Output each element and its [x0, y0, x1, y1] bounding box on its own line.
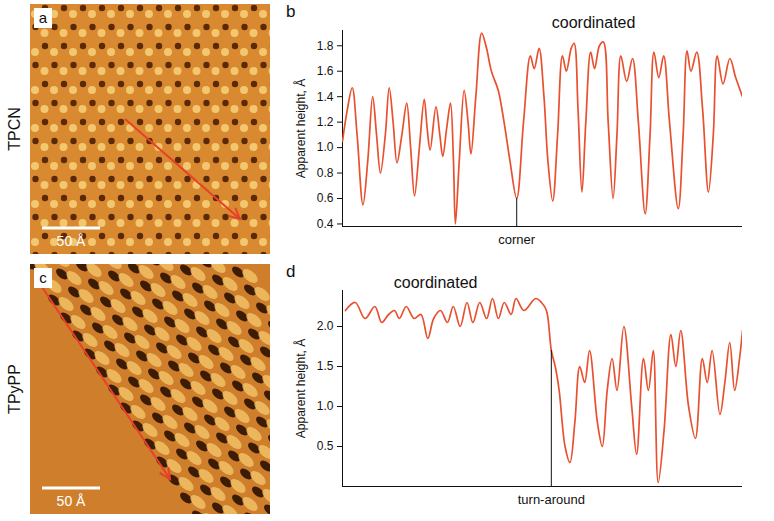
svg-text:0.5: 0.5 — [317, 439, 334, 453]
svg-text:1.0: 1.0 — [317, 399, 334, 413]
svg-text:Apparent height, Å: Apparent height, Å — [293, 79, 308, 178]
svg-text:a: a — [39, 9, 48, 26]
svg-text:2.0: 2.0 — [317, 319, 334, 333]
svg-text:0.6: 0.6 — [317, 191, 334, 205]
svg-text:1.2: 1.2 — [317, 115, 334, 129]
html-text:d: d — [286, 262, 296, 281]
svg-text:1.4: 1.4 — [317, 90, 334, 104]
svg-text:1.5: 1.5 — [317, 359, 334, 373]
svg-text:Apparent height, Å: Apparent height, Å — [293, 339, 308, 438]
svg-text:coordinated: coordinated — [552, 14, 636, 31]
svg-text:50 Å: 50 Å — [57, 233, 86, 249]
svg-text:TPCN: TPCN — [6, 107, 23, 151]
html-text:b: b — [286, 2, 296, 21]
svg-text:TPyPP: TPyPP — [6, 364, 23, 414]
svg-text:c: c — [39, 269, 47, 286]
svg-text:50 Å: 50 Å — [57, 493, 86, 509]
svg-text:0.4: 0.4 — [317, 217, 334, 231]
svg-text:1.8: 1.8 — [317, 39, 334, 53]
svg-text:1.0: 1.0 — [317, 140, 334, 154]
svg-text:corner: corner — [498, 232, 536, 247]
svg-text:coordinated: coordinated — [394, 274, 478, 291]
svg-text:turn-around: turn-around — [518, 492, 585, 507]
svg-text:0.8: 0.8 — [317, 166, 334, 180]
svg-text:1.6: 1.6 — [317, 64, 334, 78]
